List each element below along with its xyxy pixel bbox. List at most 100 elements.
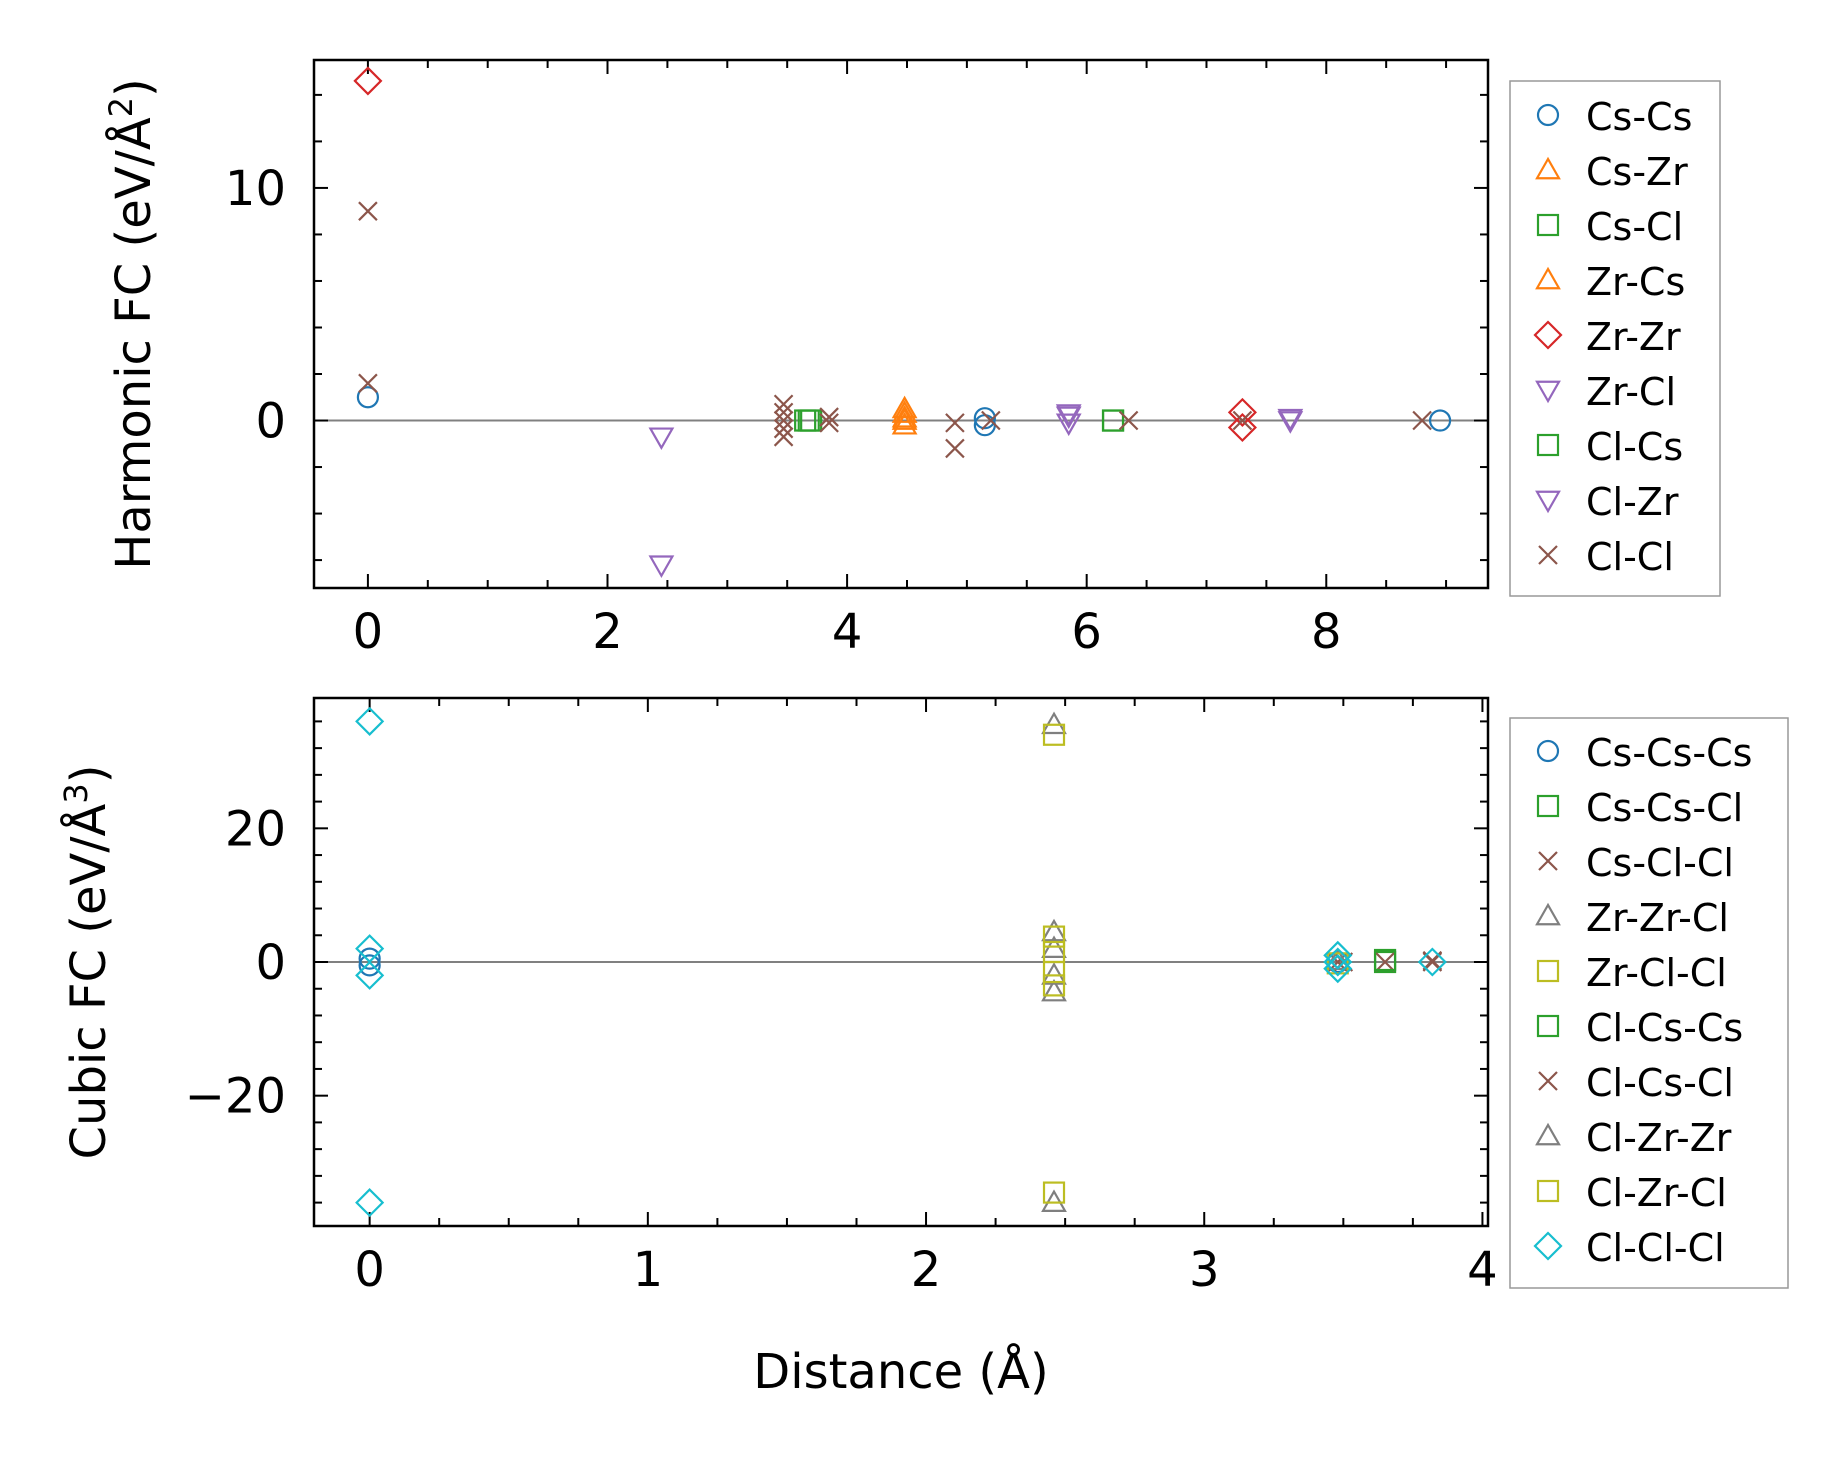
legend-marker	[1538, 545, 1558, 565]
data-point	[1277, 408, 1304, 432]
legend-marker	[1538, 851, 1558, 871]
data-point	[773, 394, 794, 415]
x-tick-label: 0	[353, 604, 384, 660]
data-point	[356, 386, 380, 409]
legend-label: Cl-Zr	[1586, 480, 1679, 524]
legend: Cs-Cs Cs-Zr Cs-Cl Zr-Cs Zr-Zr Zr-Cl Cl-Cs Cl-Zr…	[1509, 80, 1721, 597]
data-point	[973, 407, 996, 430]
data-point	[358, 954, 381, 977]
legend-label: Zr-Zr	[1586, 315, 1681, 359]
data-point	[1373, 948, 1397, 972]
legend-label: Cl-Cs-Cl	[1586, 1061, 1734, 1105]
data-point	[1323, 947, 1353, 977]
data-point	[797, 409, 820, 432]
legend-marker	[1536, 213, 1560, 237]
series-cl-zr	[1055, 404, 1304, 432]
legend-label: Cl-Cl	[1586, 535, 1674, 579]
data-point	[1412, 410, 1432, 431]
data-point	[355, 1188, 385, 1218]
y-tick-label: 0	[255, 935, 286, 991]
series-cl-cl-cl	[355, 706, 1447, 1218]
data-point	[1232, 410, 1253, 431]
data-point	[981, 410, 1001, 431]
data-point	[1042, 723, 1066, 746]
data-point	[819, 413, 839, 433]
plot-frame	[312, 58, 1490, 590]
data-point	[1055, 413, 1082, 437]
data-point	[891, 404, 918, 428]
x-tick-label: 2	[592, 604, 623, 660]
x-tick-label: 1	[633, 1242, 664, 1298]
data-point	[648, 427, 675, 451]
legend-label: Zr-Cl-Cl	[1586, 951, 1727, 995]
data-point	[1375, 952, 1395, 972]
data-point	[773, 418, 794, 439]
data-point	[1042, 925, 1066, 948]
series-cl-cs	[797, 409, 1125, 432]
series-zr-cs	[891, 395, 918, 428]
series-cl-zr-cl	[1326, 952, 1349, 975]
data-point	[1323, 954, 1353, 984]
data-point	[358, 947, 381, 970]
legend-marker	[1536, 1179, 1560, 1203]
data-point	[1326, 952, 1349, 975]
legend-label: Cs-Cl-Cl	[1586, 841, 1734, 885]
data-point	[648, 555, 675, 578]
legend-marker	[1535, 902, 1561, 926]
data-point	[358, 201, 378, 221]
data-point	[1042, 1181, 1066, 1204]
x-tick-label: 0	[354, 1242, 385, 1298]
legend-marker	[1535, 266, 1561, 290]
data-point	[353, 66, 383, 96]
legend-marker	[1536, 1014, 1560, 1038]
legend-label: Cs-Cs-Cs	[1586, 731, 1752, 775]
legend-label: Cl-Cs	[1586, 425, 1683, 469]
data-point	[1417, 947, 1447, 977]
data-point	[773, 410, 794, 431]
x-tick-label: 6	[1071, 604, 1102, 660]
data-point	[355, 706, 385, 736]
data-point	[355, 960, 385, 990]
legend-label: Cl-Zr-Cl	[1586, 1171, 1727, 1215]
data-point	[1042, 974, 1066, 997]
legend-marker	[1533, 1231, 1563, 1261]
legend-label: Cl-Cs-Cs	[1586, 1006, 1743, 1050]
legend-label: Cl-Zr-Zr	[1586, 1116, 1732, 1160]
legend-marker	[1536, 433, 1560, 457]
data-point	[1041, 962, 1067, 985]
data-point	[1227, 412, 1257, 443]
data-point	[773, 427, 794, 447]
legend: Cs-Cs-Cs Cs-Cs-Cl Cs-Cl-Cl Zr-Zr-Cl Zr-Cl-Cl…	[1509, 717, 1789, 1289]
data-point	[1227, 397, 1257, 427]
y-tick-label: 20	[225, 801, 286, 857]
data-point	[773, 402, 794, 423]
x-tick-label: 8	[1311, 604, 1342, 660]
y-tick-label: 10	[225, 161, 286, 217]
legend-label: Cs-Cl	[1586, 205, 1683, 249]
legend-marker	[1535, 156, 1561, 180]
series-zr-cl-cl	[1042, 723, 1066, 1204]
data-point	[1101, 409, 1125, 432]
legend-label: Cl-Cl-Cl	[1586, 1226, 1725, 1270]
x-tick-label: 4	[1467, 1242, 1498, 1298]
plot-frame	[312, 696, 1490, 1228]
data-point	[945, 413, 965, 433]
x-tick-label: 3	[1189, 1242, 1220, 1298]
legend-marker	[1536, 794, 1560, 818]
data-point	[1055, 404, 1082, 427]
data-point	[819, 407, 839, 427]
data-point	[1041, 711, 1067, 735]
y-tick-label: −20	[185, 1069, 286, 1125]
x-tick-label: 2	[911, 1242, 942, 1298]
legend-marker	[1533, 320, 1563, 350]
y-axis-label: Harmonic FC (eV/Å2)	[102, 78, 162, 570]
series-zr-cl	[648, 406, 1304, 578]
data-point	[358, 373, 378, 394]
legend-label: Cs-Cs	[1586, 95, 1692, 139]
data-point	[1277, 411, 1304, 434]
y-tick-label: 0	[255, 394, 286, 450]
legend-box	[1509, 80, 1721, 597]
data-point	[1041, 978, 1067, 1002]
series-cl-cl	[358, 201, 1432, 459]
